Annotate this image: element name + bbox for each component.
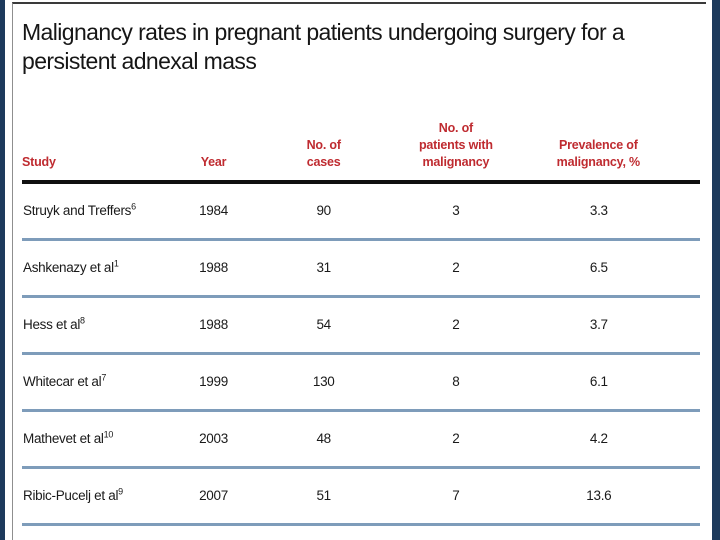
- column-header-malignancy: No. of patients with malignancy: [371, 78, 541, 184]
- reference-superscript: 9: [118, 486, 123, 497]
- reference-superscript: 8: [80, 315, 85, 326]
- malignancy-cell: 8: [371, 353, 541, 412]
- cases-cell: 48: [276, 410, 372, 469]
- study-cell: Ribic-Pucelj et al9: [22, 467, 151, 526]
- column-header-prevalence: Prevalence of malignancy, %: [540, 78, 700, 184]
- study-name: Struyk and Treffers: [23, 203, 132, 219]
- page-title: Malignancy rates in pregnant patients un…: [22, 19, 625, 75]
- prevalence-cell: 6.5: [540, 239, 700, 298]
- figure-panel: Malignancy rates in pregnant patients un…: [12, 2, 706, 540]
- year-cell: 2007: [150, 467, 277, 526]
- year-cell: 1999: [150, 353, 277, 412]
- reference-superscript: 10: [103, 429, 114, 440]
- prevalence-cell: 13.6: [540, 467, 700, 526]
- prevalence-cell: 6.1: [540, 353, 700, 412]
- table-row: Ribic-Pucelj et al9 2007 51 7 13.6: [22, 467, 700, 526]
- reference-superscript: 1: [113, 258, 119, 269]
- study-name: Ashkenazy et al: [23, 260, 114, 276]
- malignancy-cell: 7: [371, 467, 541, 526]
- study-name: Hess et al: [23, 317, 81, 333]
- study-cell: Ashkenazy et al1: [22, 239, 151, 298]
- left-frame-bar: [0, 0, 5, 540]
- study-cell: Mathevet et al10: [22, 410, 151, 469]
- table-row: Mathevet et al10 2003 48 2 4.2: [22, 410, 700, 469]
- study-name: Ribic-Pucelj et al: [23, 488, 119, 504]
- cases-cell: 90: [276, 181, 372, 241]
- reference-superscript: 7: [101, 372, 107, 383]
- study-cell: Struyk and Treffers6: [22, 181, 151, 241]
- study-name: Whitecar et al: [23, 374, 102, 390]
- right-frame-bar: [712, 0, 720, 540]
- malignancy-table: Study Year No. of cases No. of patients …: [22, 78, 700, 526]
- cases-cell: 51: [276, 467, 372, 526]
- cases-cell: 54: [276, 296, 372, 355]
- table-row: Ashkenazy et al1 1988 31 2 6.5: [22, 239, 700, 298]
- table-header-row: Study Year No. of cases No. of patients …: [22, 78, 700, 184]
- year-cell: 1988: [150, 239, 277, 298]
- table-row: Whitecar et al7 1999 130 8 6.1: [22, 353, 700, 412]
- reference-superscript: 6: [131, 201, 136, 212]
- table-row: Hess et al8 1988 54 2 3.7: [22, 296, 700, 355]
- study-name: Mathevet et al: [23, 431, 104, 447]
- table-row: Struyk and Treffers6 1984 90 3 3.3: [22, 181, 700, 241]
- cases-cell: 130: [276, 353, 372, 412]
- malignancy-cell: 2: [371, 410, 541, 469]
- malignancy-cell: 2: [371, 239, 541, 298]
- prevalence-cell: 4.2: [540, 410, 700, 469]
- column-header-study: Study: [22, 78, 151, 184]
- year-cell: 1988: [150, 296, 277, 355]
- year-cell: 2003: [150, 410, 277, 469]
- column-header-year: Year: [150, 78, 277, 184]
- malignancy-cell: 2: [371, 296, 541, 355]
- prevalence-cell: 3.3: [540, 181, 700, 241]
- malignancy-cell: 3: [371, 181, 541, 241]
- study-cell: Whitecar et al7: [22, 353, 151, 412]
- column-header-cases: No. of cases: [276, 78, 372, 184]
- year-cell: 1984: [150, 181, 277, 241]
- study-cell: Hess et al8: [22, 296, 151, 355]
- prevalence-cell: 3.7: [540, 296, 700, 355]
- cases-cell: 31: [276, 239, 372, 298]
